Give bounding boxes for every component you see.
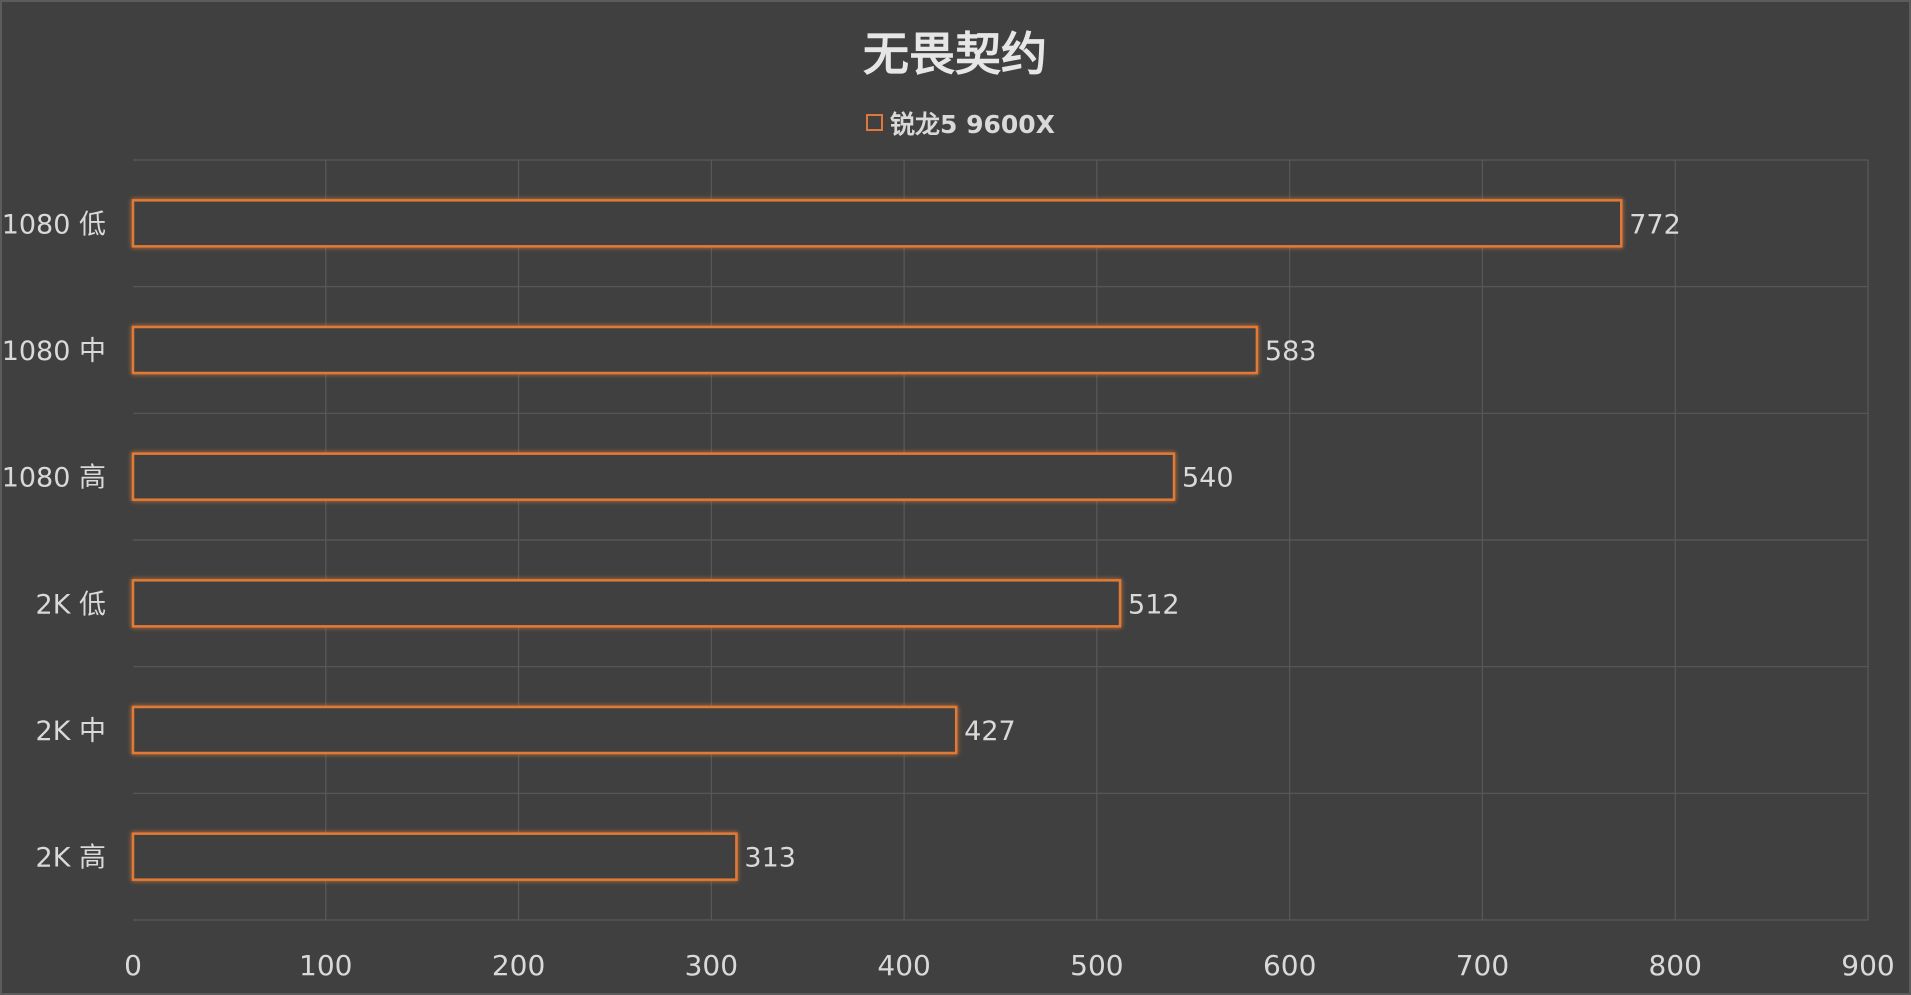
category-labels: 1080 低 1080 中 1080 高 2K 低 2K 中 2K 高 xyxy=(2,209,106,873)
x-tick-label: 0 xyxy=(124,949,142,982)
data-label: 583 xyxy=(1265,336,1317,367)
x-tick-label: 600 xyxy=(1263,949,1316,982)
grid xyxy=(133,159,1869,921)
category-label: 2K 中 xyxy=(36,716,106,747)
x-tick-label: 300 xyxy=(685,949,738,982)
x-tick-label: 100 xyxy=(299,949,352,982)
bar[interactable] xyxy=(131,832,738,881)
chart-title: 无畏契约 xyxy=(863,27,1047,81)
category-label: 2K 高 xyxy=(36,843,106,874)
x-tick-label: 400 xyxy=(877,949,930,982)
data-label: 772 xyxy=(1629,209,1681,240)
data-label: 427 xyxy=(964,716,1016,747)
bar[interactable] xyxy=(131,325,1259,375)
category-label: 1080 低 xyxy=(2,209,106,240)
x-tick-label: 700 xyxy=(1456,949,1509,982)
x-tick-label: 900 xyxy=(1841,949,1894,982)
x-tick-label: 500 xyxy=(1070,949,1123,982)
bars xyxy=(131,199,1623,881)
legend-swatch xyxy=(866,114,883,131)
legend[interactable]: 锐龙5 9600X xyxy=(866,110,1055,139)
category-label: 1080 高 xyxy=(2,463,106,494)
category-label: 1080 中 xyxy=(2,336,106,367)
x-axis-tick-labels: 0 100 200 300 400 500 600 700 800 900 xyxy=(124,949,1895,982)
bar[interactable] xyxy=(131,579,1122,628)
data-label: 313 xyxy=(744,843,796,874)
bar[interactable] xyxy=(131,705,958,755)
legend-label: 锐龙5 9600X xyxy=(890,110,1055,139)
x-tick-label: 800 xyxy=(1648,949,1701,982)
value-labels: 772 583 540 512 427 313 xyxy=(744,209,1680,873)
bar[interactable] xyxy=(131,452,1176,501)
data-label: 540 xyxy=(1182,463,1234,494)
category-label: 2K 低 xyxy=(36,589,106,620)
data-label: 512 xyxy=(1128,589,1180,620)
bar[interactable] xyxy=(131,199,1623,248)
x-tick-label: 200 xyxy=(492,949,545,982)
